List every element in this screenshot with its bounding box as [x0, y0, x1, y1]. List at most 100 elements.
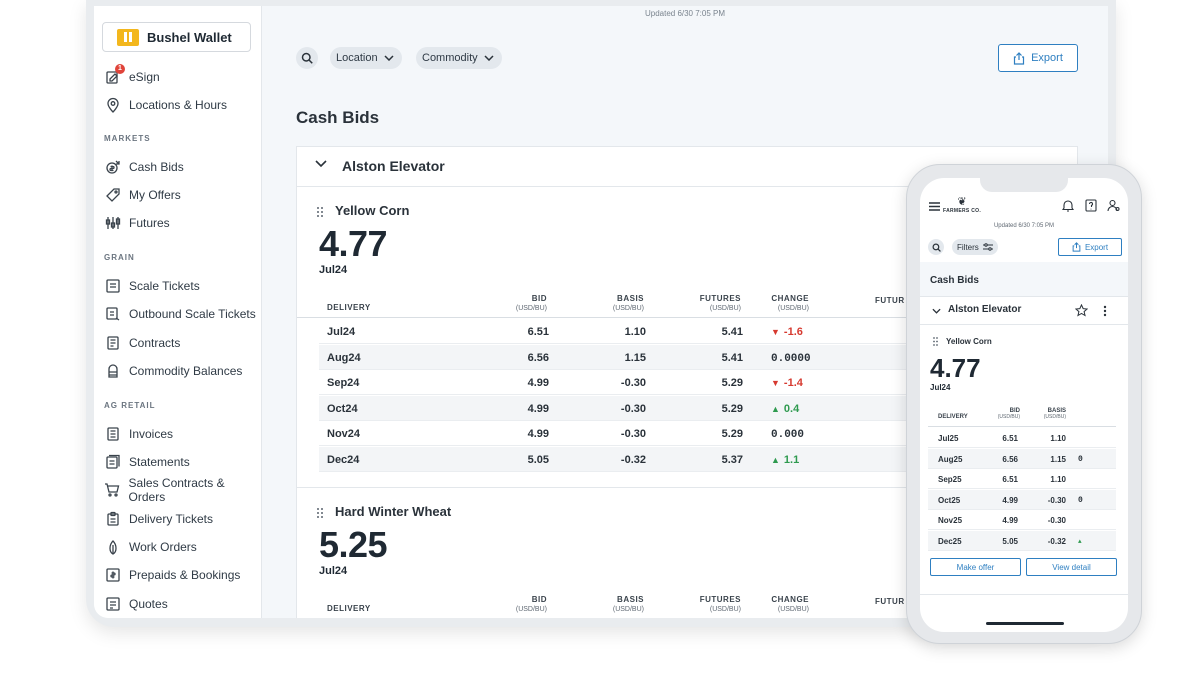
- share-icon: [1013, 51, 1025, 65]
- sidebar-item-label: Contracts: [129, 336, 181, 350]
- phone-updated-timestamp: Updated 6/30 7:05 PM: [993, 223, 1055, 229]
- column-header-delivery: DELIVERY: [327, 303, 371, 312]
- cell-bid: 4.99: [527, 377, 549, 389]
- account-icon[interactable]: [1107, 199, 1120, 212]
- sidebar-item-quotes[interactable]: Quotes: [104, 593, 168, 615]
- help-icon[interactable]: [1085, 199, 1097, 212]
- cell-change: 0: [1078, 495, 1083, 505]
- table-header: DELIVERY BID (USD/BU) BASIS (USD/BU) FUTUR…: [297, 292, 1077, 318]
- updated-timestamp: Updated 6/30 7:05 PM: [644, 9, 726, 18]
- table-row[interactable]: Nov25 4.99 -0.30: [928, 510, 1116, 530]
- drag-handle-icon[interactable]: [317, 207, 325, 217]
- cell-bid: 4.99: [527, 402, 549, 415]
- location-pin-icon: [104, 97, 121, 114]
- search-icon: [301, 52, 313, 64]
- menu-icon[interactable]: [929, 202, 940, 211]
- commodity-filter[interactable]: Commodity: [416, 47, 502, 69]
- table-row[interactable]: Aug25 6.56 1.15 0: [928, 448, 1116, 469]
- sidebar-item-cash-bids[interactable]: Cash Bids: [104, 156, 184, 178]
- arrow-down-icon: ▼: [771, 327, 780, 337]
- arrow-down-icon: ▼: [771, 378, 780, 388]
- sidebar-item-prepaids[interactable]: Prepaids & Bookings: [104, 564, 240, 586]
- table-row[interactable]: Dec25 5.05 -0.32 ▲: [928, 530, 1116, 551]
- cell-basis: 1.10: [1050, 475, 1066, 484]
- more-vertical-icon[interactable]: [1103, 305, 1107, 317]
- table-row[interactable]: Jul25 6.51 1.10: [928, 428, 1116, 448]
- drag-handle-icon[interactable]: [933, 337, 939, 346]
- phone-commodity-month: Jul24: [930, 383, 951, 392]
- commodity-price: 4.77: [319, 223, 388, 264]
- sidebar-item-statements[interactable]: Statements: [104, 451, 190, 473]
- change-value: -1.6: [783, 326, 803, 338]
- commodity-name: Hard Winter Wheat: [335, 504, 452, 519]
- sidebar-item-futures[interactable]: Futures: [104, 212, 170, 234]
- location-card-header[interactable]: Alston Elevator: [297, 147, 1077, 187]
- phone-commodity-price: 4.77: [930, 353, 981, 383]
- make-offer-button[interactable]: Make offer: [930, 558, 1021, 576]
- chevron-down-icon[interactable]: [932, 308, 941, 314]
- chevron-down-icon: [484, 55, 494, 61]
- location-filter[interactable]: Location: [330, 47, 402, 69]
- commodity-price: 5.25: [319, 524, 388, 565]
- sidebar-item-label: Commodity Balances: [129, 364, 243, 378]
- chevron-down-icon[interactable]: [315, 160, 327, 168]
- phone-brand: FARMERS CO.: [943, 208, 982, 214]
- phone-search-button[interactable]: [928, 239, 944, 255]
- table-row[interactable]: Oct25 4.99 -0.30 0: [928, 489, 1116, 510]
- bell-icon[interactable]: [1062, 199, 1074, 212]
- brand-logo[interactable]: Bushel Wallet: [102, 22, 251, 52]
- cell-change: ▼ -1.4: [771, 377, 803, 389]
- star-icon[interactable]: [1075, 304, 1088, 317]
- commodity-name: Yellow Corn: [335, 203, 410, 218]
- silo-icon: [104, 363, 121, 380]
- phone-filters-button[interactable]: Filters: [952, 239, 998, 255]
- section-heading-markets: MARKETS: [104, 134, 151, 143]
- sidebar-item-commodity-balances[interactable]: Commodity Balances: [104, 360, 242, 382]
- phone-page-title: Cash Bids: [930, 275, 979, 286]
- sidebar-item-label: Statements: [129, 455, 190, 469]
- cell-change: ▼ -1.6: [771, 326, 803, 338]
- cell-bid: 6.51: [1002, 434, 1018, 443]
- cell-change: 0.0000: [771, 352, 811, 365]
- sidebar-item-label: Sales Contracts & Orders: [128, 476, 225, 504]
- phone-export-button[interactable]: Export: [1058, 238, 1122, 256]
- table-row[interactable]: Sep25 6.51 1.10: [928, 469, 1116, 489]
- sidebar: Bushel Wallet 1 eSign Locations & Hours …: [94, 6, 262, 618]
- drag-handle-icon[interactable]: [317, 508, 325, 518]
- cell-delivery: Nov25: [938, 516, 963, 525]
- sidebar-item-scale-tickets[interactable]: Scale Tickets: [104, 275, 200, 297]
- sidebar-item-contracts[interactable]: Contracts: [104, 332, 180, 354]
- export-button[interactable]: Export: [998, 44, 1078, 72]
- cell-change: 0.000: [771, 428, 804, 441]
- sidebar-item-sales-contracts[interactable]: Sales Contracts & Orders: [104, 476, 261, 504]
- contracts-icon: [104, 335, 121, 352]
- cell-futures: 5.29: [721, 377, 743, 389]
- sidebar-item-outbound-scale-tickets[interactable]: Outbound Scale Tickets: [104, 303, 256, 325]
- cell-delivery: Aug25: [938, 454, 963, 464]
- sidebar-item-delivery-tickets[interactable]: Delivery Tickets: [104, 508, 213, 530]
- table-row[interactable]: Jul24 6.51 1.10 5.41 ▼ -1.6: [319, 319, 1079, 344]
- search-button[interactable]: [296, 47, 318, 69]
- sidebar-item-work-orders[interactable]: Work Orders: [104, 536, 197, 558]
- cell-bid: 5.05: [1002, 536, 1018, 546]
- quote-icon: [104, 596, 121, 613]
- table-row[interactable]: Sep24 4.99 -0.30 5.29 ▼ -1.4: [319, 370, 1079, 395]
- cell-delivery: Aug24: [327, 351, 361, 364]
- cell-basis: -0.30: [620, 377, 646, 389]
- view-detail-button[interactable]: View detail: [1026, 558, 1117, 576]
- search-icon: [932, 243, 941, 252]
- cart-icon: [104, 482, 121, 499]
- esign-badge: 1: [115, 63, 125, 74]
- phone-location-card-header[interactable]: Alston Elevator: [920, 297, 1128, 325]
- bushel-logo-icon: [117, 28, 139, 46]
- sidebar-item-esign[interactable]: 1 eSign: [104, 63, 160, 88]
- cell-delivery: Nov24: [327, 428, 361, 440]
- cell-basis: 1.10: [1050, 434, 1066, 443]
- column-header-futures-month: FUTUR: [875, 296, 905, 305]
- sidebar-item-locations[interactable]: Locations & Hours: [104, 94, 227, 116]
- commodity-month: Jul24: [319, 264, 348, 276]
- sidebar-item-my-offers[interactable]: My Offers: [104, 184, 181, 206]
- column-header-basis: BASIS (USD/BU): [612, 595, 644, 613]
- table-row[interactable]: Nov24 4.99 -0.30 5.29 0.000: [319, 421, 1079, 446]
- sidebar-item-invoices[interactable]: Invoices: [104, 423, 173, 445]
